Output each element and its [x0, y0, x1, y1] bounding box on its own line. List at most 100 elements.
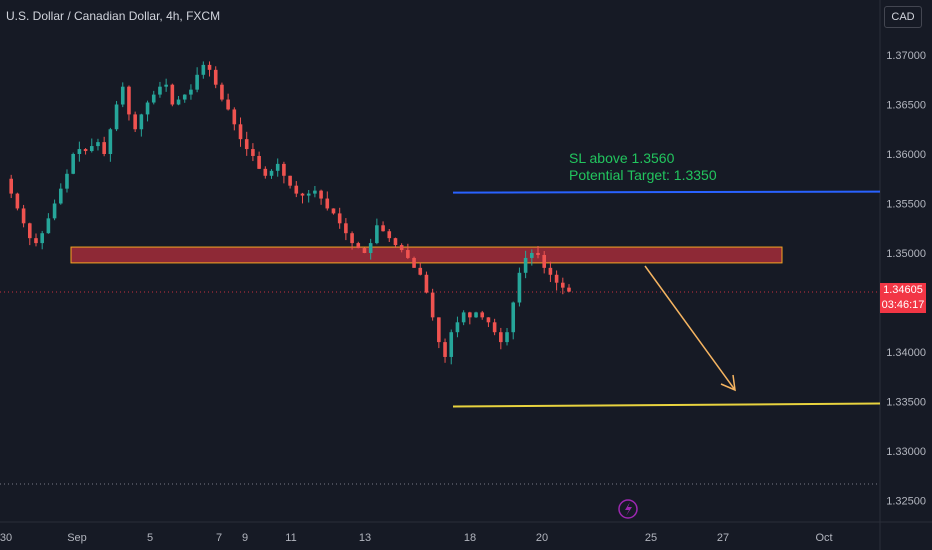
candle-body [114, 104, 119, 130]
bar-countdown-label: 03:46:17 [880, 298, 926, 313]
candle-body [294, 185, 299, 194]
candle-body [170, 84, 175, 105]
candle-body [523, 257, 528, 273]
candle-body [34, 238, 38, 244]
candle-body [220, 84, 224, 100]
candles [9, 61, 571, 365]
candle-body [288, 175, 292, 186]
candle-body [52, 203, 57, 219]
x-tick-label: 9 [242, 532, 248, 544]
candle-body [213, 69, 218, 85]
y-tick-label: 1.37000 [886, 50, 926, 62]
candle-body [263, 168, 268, 176]
stop-loss-line [452, 190, 881, 194]
candle-body [505, 332, 509, 343]
y-tick-label: 1.35500 [886, 199, 926, 211]
candle-body [492, 322, 497, 333]
candle-body [189, 89, 193, 95]
x-tick-label: 13 [359, 532, 371, 544]
lightning-bolt [625, 502, 632, 516]
candle-body [127, 86, 131, 115]
candle-body [151, 94, 156, 103]
currency-button[interactable]: CAD [884, 6, 922, 28]
y-tick-label: 1.33000 [886, 446, 926, 458]
candle-body [133, 114, 137, 130]
candle-body [102, 142, 106, 154]
candle-body [486, 317, 491, 323]
candle-body [282, 163, 286, 176]
candle-body [300, 193, 305, 196]
candle-body [331, 208, 336, 214]
candle-body [375, 225, 379, 244]
candle-body [449, 332, 454, 357]
candle-body [542, 254, 547, 268]
x-tick-label: 25 [645, 532, 657, 544]
candle-body [437, 317, 441, 343]
candle-body [195, 74, 199, 90]
y-tick-label: 1.33500 [886, 397, 926, 409]
chart-title: U.S. Dollar / Canadian Dollar, 4h, FXCM [6, 9, 221, 23]
candle-body [443, 342, 447, 357]
candle-body [399, 245, 404, 251]
candle-body [499, 332, 503, 343]
candle-body [412, 257, 416, 268]
candle-body [480, 312, 485, 318]
candle-body [257, 155, 261, 169]
candle-body [226, 99, 230, 110]
candle-body [15, 193, 20, 209]
candle-body [337, 213, 342, 224]
x-tick-label: 20 [536, 532, 548, 544]
candle-body [96, 142, 100, 147]
candle-body [381, 225, 385, 232]
candle-body [40, 233, 44, 244]
x-tick-label: Oct [815, 532, 832, 544]
x-tick-label: 11 [285, 532, 296, 544]
candle-body [207, 64, 212, 70]
projection-arrow-head [720, 374, 736, 392]
candle-body [21, 208, 26, 224]
candle-body [182, 94, 187, 100]
candle-body [238, 124, 243, 140]
candle-body [356, 243, 361, 249]
candle-body [561, 282, 565, 288]
candle-body [89, 146, 94, 152]
candle-body [418, 267, 423, 275]
candle-body [251, 149, 255, 156]
candle-body [468, 312, 472, 318]
y-tick-label: 1.36500 [886, 100, 926, 112]
candle-body [244, 139, 249, 150]
candle-body [275, 163, 280, 171]
candle-body [455, 322, 460, 333]
candle-body [83, 149, 88, 152]
candle-body [368, 243, 373, 253]
y-tick-label: 1.36000 [886, 149, 926, 161]
candle-body [319, 190, 323, 199]
candle-body [567, 287, 571, 292]
candle-body [511, 302, 516, 333]
candle-body [139, 114, 144, 130]
y-tick-label: 1.34000 [886, 347, 926, 359]
candle-body [164, 84, 168, 87]
target-line [452, 402, 881, 408]
candle-body [362, 248, 367, 253]
candle-body [9, 178, 13, 194]
candle-body [77, 149, 82, 154]
y-tick-label: 1.35000 [886, 248, 926, 260]
candle-body [176, 99, 181, 105]
candle-body [430, 292, 435, 318]
candle-body [424, 274, 429, 293]
target-annotation: Potential Target: 1.3350 [569, 167, 717, 183]
candle-body [350, 233, 354, 244]
candle-body [232, 109, 237, 125]
x-tick-label: Sep [67, 532, 87, 544]
candle-body [269, 170, 274, 176]
candle-body [344, 223, 348, 234]
x-tick-label: 27 [717, 532, 729, 544]
candle-body [474, 312, 478, 318]
candle-body [313, 190, 317, 194]
x-tick-label: 7 [216, 532, 222, 544]
current-price-label: 1.34605 [880, 283, 926, 298]
candle-body [406, 250, 410, 258]
candle-body [120, 86, 125, 105]
